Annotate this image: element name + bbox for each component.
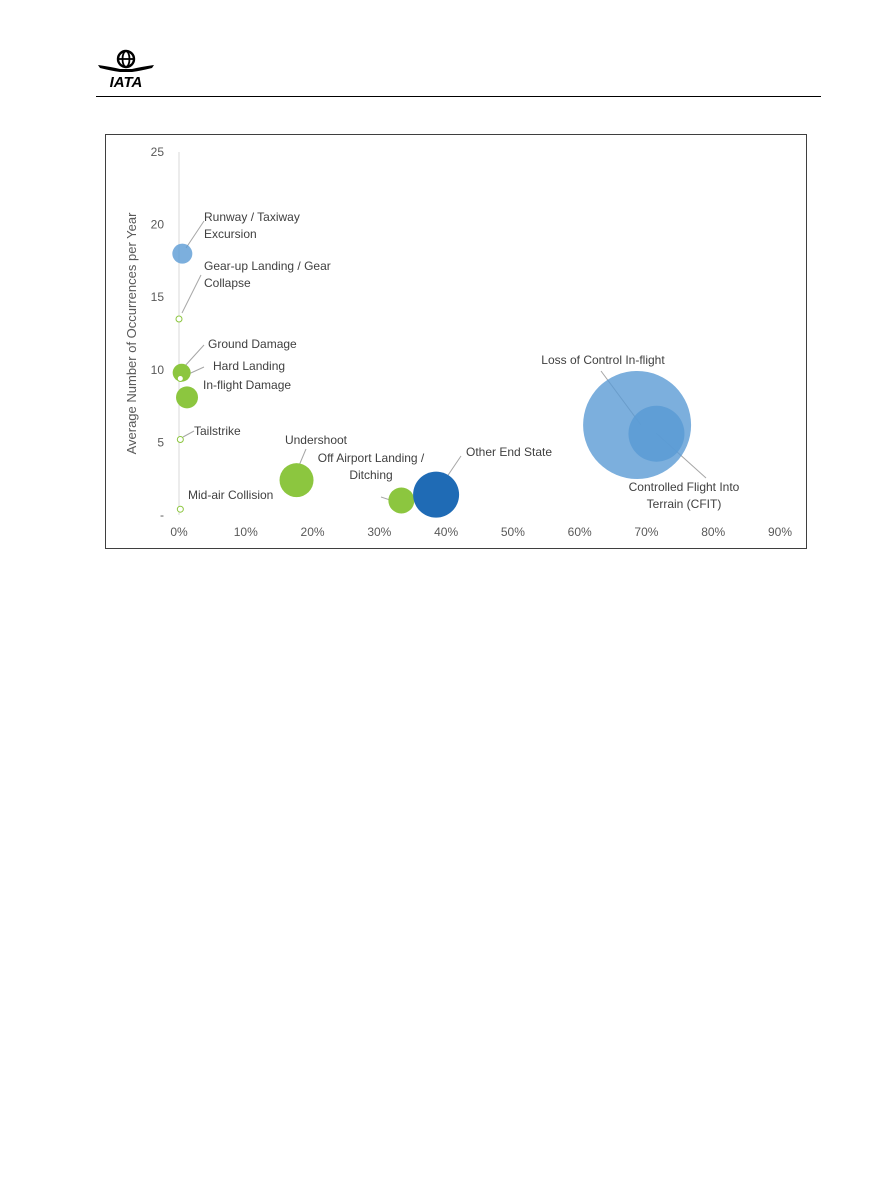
y-tick-label: 10	[151, 363, 165, 377]
bubble-label: Controlled Flight Into Terrain (CFIT)	[629, 480, 740, 511]
bubble-label-line: Hard Landing	[213, 359, 285, 373]
x-tick-label: 10%	[234, 525, 258, 539]
bubble-point	[628, 405, 685, 462]
bubble-label-line: Terrain (CFIT)	[647, 497, 722, 511]
y-tick-label: 20	[151, 218, 165, 232]
bubble-point	[176, 435, 184, 443]
bubble-point	[388, 487, 415, 514]
x-tick-label: 20%	[301, 525, 325, 539]
bubble-point	[279, 463, 314, 498]
bubble-label-line: Excursion	[204, 227, 257, 241]
x-tick-label: 0%	[170, 525, 188, 539]
x-tick-label: 60%	[568, 525, 592, 539]
header-divider	[96, 96, 821, 97]
bubble-label: Tailstrike	[194, 424, 241, 438]
bubble-label-line: Loss of Control In-flight	[541, 353, 665, 367]
bubble-point	[176, 386, 199, 409]
bubble-label: Loss of Control In-flight	[541, 353, 665, 367]
bubble-point	[176, 375, 184, 383]
x-tick-label: 80%	[701, 525, 725, 539]
bubble-point	[175, 315, 183, 323]
bubble-label: Gear-up Landing / Gear Collapse	[204, 259, 331, 290]
bubble-label: Runway / Taxiway Excursion	[204, 210, 300, 241]
bubble-label-line: Mid-air Collision	[188, 488, 273, 502]
y-tick-label: 25	[151, 145, 165, 159]
bubble-label: Ground Damage	[208, 337, 297, 351]
x-tick-label: 30%	[367, 525, 391, 539]
bubble-label: Mid-air Collision	[188, 488, 273, 502]
bubble-label-line: Tailstrike	[194, 424, 241, 438]
bubble-label-line: In-flight Damage	[203, 378, 291, 392]
bubble-point	[172, 243, 193, 264]
bubble-label-line: Other End State	[466, 445, 552, 459]
chart-container: - 5 10 15 20 25 0% 10% 20% 30% 40% 50% 60% 70% 80% 90% A…	[105, 134, 807, 549]
y-axis-title: Average Number of Occurrences per Year	[124, 212, 139, 455]
y-tick-label: -	[160, 508, 164, 522]
bubble-point	[413, 471, 460, 518]
bubble-label-line: Off Airport Landing /	[318, 451, 425, 465]
iata-logo: IATA	[98, 49, 154, 90]
bubble-label-line: Runway / Taxiway	[204, 210, 300, 224]
bubble-label: Undershoot	[285, 433, 348, 447]
iata-globe-icon	[98, 49, 154, 72]
page-header: IATA	[96, 48, 821, 98]
callout-line	[182, 430, 195, 438]
bubble-label: Hard Landing	[213, 359, 285, 373]
x-tick-label: 90%	[768, 525, 792, 539]
bubble-chart: - 5 10 15 20 25 0% 10% 20% 30% 40% 50% 60% 70% 80% 90% A…	[124, 145, 792, 539]
bubble-label-line: Gear-up Landing / Gear	[204, 259, 331, 273]
bubble-label: In-flight Damage	[203, 378, 291, 392]
callout-line	[181, 274, 202, 314]
x-tick-label: 50%	[501, 525, 525, 539]
bubble-label: Other End State	[466, 445, 552, 459]
x-tick-label: 70%	[634, 525, 658, 539]
y-tick-label: 5	[157, 435, 164, 449]
logo-text: IATA	[110, 74, 143, 90]
bubble-point	[176, 505, 184, 513]
bubble-label-line: Undershoot	[285, 433, 348, 447]
bubble-label-line: Ditching	[349, 468, 392, 482]
bubble-label: Off Airport Landing / Ditching	[318, 451, 425, 482]
y-tick-label: 15	[151, 290, 165, 304]
callout-line	[185, 220, 205, 249]
bubble-label-line: Collapse	[204, 276, 251, 290]
x-tick-label: 40%	[434, 525, 458, 539]
bubble-label-line: Controlled Flight Into	[629, 480, 740, 494]
bubble-label-line: Ground Damage	[208, 337, 297, 351]
callout-line	[183, 344, 205, 368]
